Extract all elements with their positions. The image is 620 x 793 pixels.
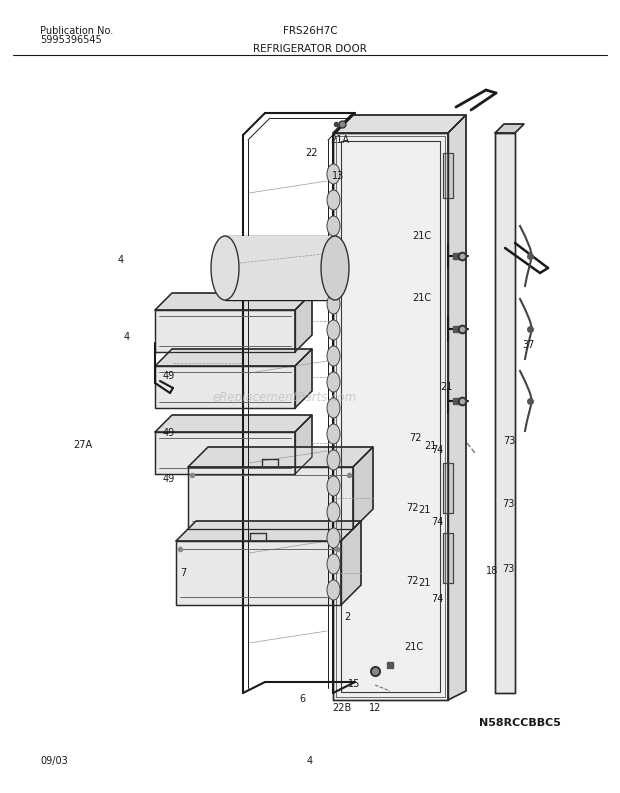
Polygon shape [295, 415, 312, 474]
Polygon shape [353, 447, 373, 529]
Text: 74: 74 [432, 594, 444, 603]
Text: 21: 21 [418, 505, 431, 515]
Polygon shape [155, 432, 295, 474]
Polygon shape [295, 293, 312, 352]
Text: 37: 37 [522, 340, 534, 350]
Text: 21C: 21C [405, 642, 423, 652]
Text: 49: 49 [162, 371, 175, 381]
Polygon shape [188, 447, 373, 467]
Polygon shape [448, 115, 466, 700]
Text: 27A: 27A [73, 440, 92, 450]
Ellipse shape [321, 236, 349, 300]
Text: 12: 12 [369, 703, 381, 713]
Polygon shape [155, 366, 295, 408]
Polygon shape [495, 133, 515, 693]
Polygon shape [295, 349, 312, 408]
Polygon shape [443, 533, 453, 583]
Ellipse shape [327, 372, 340, 392]
Text: Publication No.: Publication No. [40, 26, 113, 36]
Polygon shape [333, 133, 448, 700]
Text: REFRIGERATOR DOOR: REFRIGERATOR DOOR [253, 44, 367, 54]
Ellipse shape [327, 424, 340, 444]
Ellipse shape [327, 554, 340, 574]
Text: 73: 73 [502, 565, 515, 574]
Ellipse shape [327, 580, 340, 600]
Text: 72: 72 [409, 433, 422, 442]
Text: 74: 74 [432, 446, 444, 455]
Text: 21C: 21C [412, 232, 431, 241]
Text: 4: 4 [124, 332, 130, 342]
Text: 13: 13 [332, 171, 344, 181]
Ellipse shape [327, 528, 340, 548]
Polygon shape [155, 415, 312, 432]
Polygon shape [155, 293, 312, 310]
Text: 22B: 22B [332, 703, 352, 713]
Polygon shape [443, 463, 453, 513]
Text: 4: 4 [118, 255, 124, 265]
Text: 09/03: 09/03 [40, 756, 68, 766]
Text: 21: 21 [440, 382, 453, 392]
Text: 6: 6 [299, 695, 306, 704]
Text: 21: 21 [425, 441, 437, 450]
Ellipse shape [327, 398, 340, 418]
Polygon shape [176, 541, 341, 605]
Text: 72: 72 [406, 504, 419, 513]
Text: 74: 74 [432, 517, 444, 527]
Ellipse shape [327, 242, 340, 262]
Text: 7: 7 [180, 568, 186, 577]
Text: FRS26H7C: FRS26H7C [283, 26, 337, 36]
Ellipse shape [327, 346, 340, 366]
Polygon shape [333, 115, 466, 133]
Ellipse shape [211, 236, 239, 300]
Polygon shape [443, 153, 453, 198]
Ellipse shape [327, 268, 340, 288]
Polygon shape [188, 467, 353, 529]
Polygon shape [341, 521, 361, 605]
Ellipse shape [327, 476, 340, 496]
Ellipse shape [327, 502, 340, 522]
Text: 2: 2 [344, 612, 350, 622]
Text: N58RCCBBC5: N58RCCBBC5 [479, 718, 561, 728]
Text: 49: 49 [162, 428, 175, 438]
Text: 73: 73 [502, 500, 515, 509]
Text: 21A: 21A [330, 136, 349, 145]
Text: 73: 73 [503, 436, 516, 446]
Text: 18: 18 [485, 566, 498, 576]
FancyBboxPatch shape [225, 236, 335, 300]
Text: 49: 49 [162, 474, 175, 484]
Polygon shape [176, 521, 361, 541]
Text: 4: 4 [307, 756, 313, 766]
Polygon shape [495, 124, 524, 133]
Ellipse shape [327, 164, 340, 184]
Polygon shape [155, 310, 295, 352]
Text: 5995396545: 5995396545 [40, 35, 102, 45]
Text: 15: 15 [348, 679, 361, 688]
Text: 22: 22 [306, 148, 318, 158]
Text: 72: 72 [406, 577, 419, 586]
Ellipse shape [327, 450, 340, 470]
Text: eReplacementParts.com: eReplacementParts.com [213, 392, 357, 404]
Ellipse shape [327, 294, 340, 314]
Polygon shape [155, 349, 312, 366]
Ellipse shape [327, 216, 340, 236]
Text: 21: 21 [418, 578, 431, 588]
Ellipse shape [327, 190, 340, 210]
Text: 21C: 21C [412, 293, 431, 303]
Ellipse shape [327, 320, 340, 340]
